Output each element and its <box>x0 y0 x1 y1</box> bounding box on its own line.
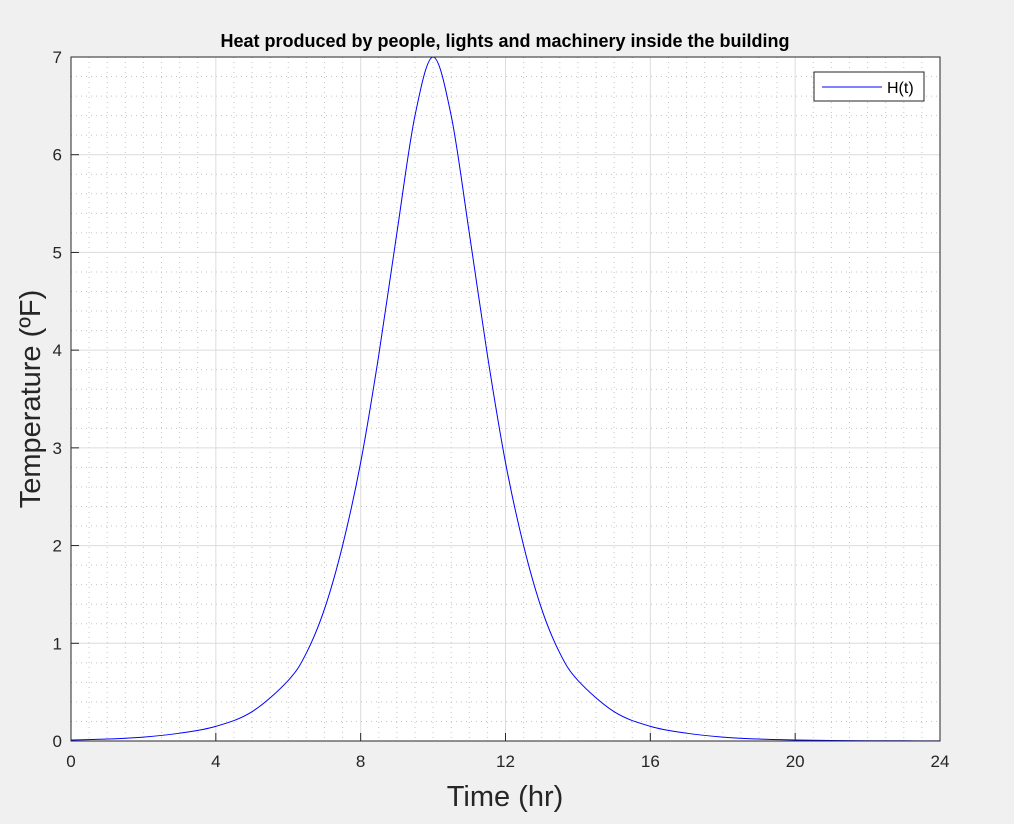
y-tick-label: 3 <box>53 439 62 458</box>
x-tick-label: 0 <box>66 752 75 771</box>
y-tick-label: 6 <box>53 146 62 165</box>
chart-title: Heat produced by people, lights and mach… <box>220 31 789 51</box>
x-tick-label: 20 <box>786 752 805 771</box>
minor-grid <box>71 57 940 741</box>
y-tick-label: 0 <box>53 732 62 751</box>
y-tick-label: 5 <box>53 243 62 262</box>
x-axis: 0 4 8 12 16 20 24 <box>66 733 949 771</box>
y-axis: 0 1 2 3 4 5 6 7 <box>53 48 79 751</box>
series-line-h-t <box>70 56 941 742</box>
y-axis-label: Temperature (ºF) <box>15 290 47 508</box>
y-tick-label: 2 <box>53 537 62 556</box>
x-tick-label: 12 <box>496 752 515 771</box>
series-layer <box>70 56 941 742</box>
x-axis-label: Time (hr) <box>447 781 564 813</box>
y-tick-label: 7 <box>53 48 62 67</box>
legend: H(t) <box>813 71 925 102</box>
x-tick-label: 24 <box>931 752 950 771</box>
y-tick-label: 1 <box>53 634 62 653</box>
major-grid <box>71 57 940 741</box>
x-tick-label: 16 <box>641 752 660 771</box>
x-tick-label: 4 <box>211 752 220 771</box>
x-tick-label: 8 <box>356 752 365 771</box>
legend-entry-label: H(t) <box>887 80 914 97</box>
y-tick-label: 4 <box>53 341 62 360</box>
